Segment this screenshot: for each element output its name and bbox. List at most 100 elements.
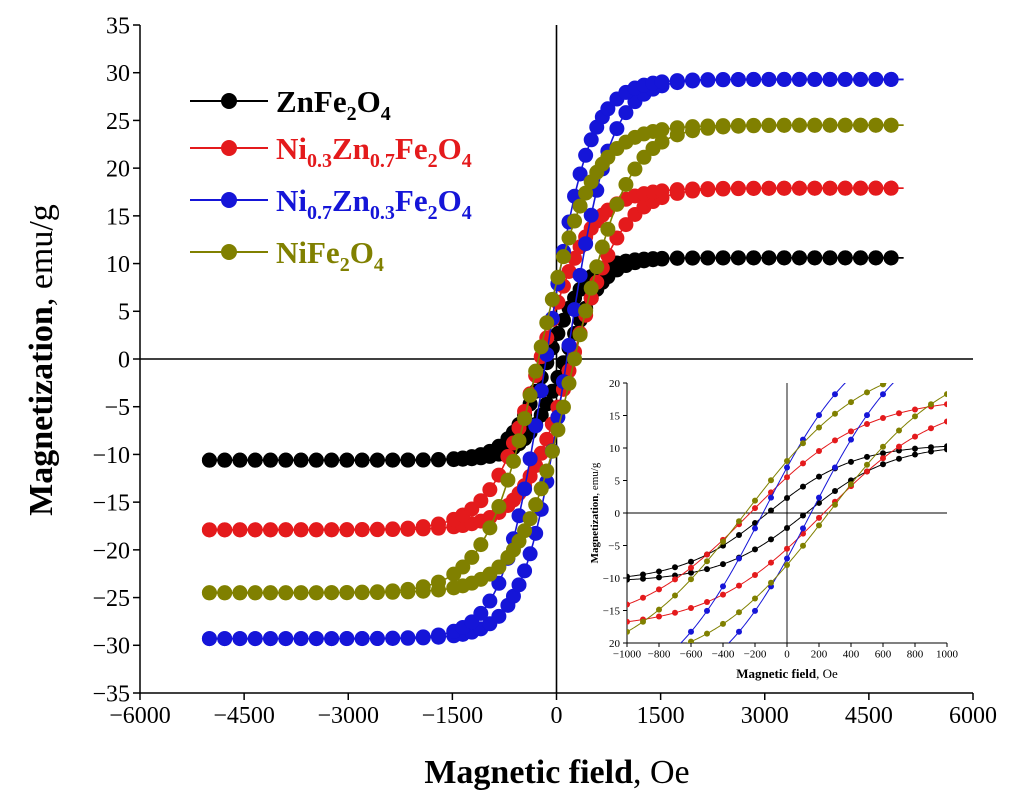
main-point-ni03zn07fe2o4 xyxy=(482,482,497,497)
inset-point-ni03zn07fe2o4 xyxy=(864,469,870,475)
inset-y-tick-label: −15 xyxy=(603,605,621,617)
main-point-ni03zn07fe2o4 xyxy=(294,522,309,537)
main-point-nife2o4 xyxy=(528,497,543,512)
inset-x-tick-label: −200 xyxy=(744,648,767,660)
main-point-nife2o4 xyxy=(202,585,217,600)
inset-plot: −1000 −800 −600 −400 −200 0 200 400 600 800 100020… xyxy=(585,328,975,697)
legend-item-nife2o4: NiFe2O4 xyxy=(190,235,384,276)
main-point-ni07zn03fe2o4 xyxy=(562,338,577,353)
inset-point-nife2o4 xyxy=(640,619,646,625)
main-point-ni07zn03fe2o4 xyxy=(609,121,624,136)
main-point-ni07zn03fe2o4 xyxy=(512,577,527,592)
inset-point-nife2o4 xyxy=(864,462,870,468)
main-point-znfe2o4 xyxy=(294,453,309,468)
main-point-nife2o4 xyxy=(248,585,263,600)
main-point-ni03zn07fe2o4 xyxy=(731,181,746,196)
main-point-ni07zn03fe2o4 xyxy=(731,72,746,87)
main-point-ni03zn07fe2o4 xyxy=(324,522,339,537)
main-point-ni07zn03fe2o4 xyxy=(400,630,415,645)
inset-y-tick-label: −5 xyxy=(608,540,620,552)
inset-point-ni03zn07fe2o4 xyxy=(880,455,886,461)
main-point-ni03zn07fe2o4 xyxy=(807,181,822,196)
main-point-nife2o4 xyxy=(556,249,571,264)
legend-label-nife2o4: NiFe2O4 xyxy=(276,235,384,276)
main-point-ni07zn03fe2o4 xyxy=(309,631,324,646)
inset-x-tick-label: −600 xyxy=(680,648,703,660)
main-y-tick-label: −10 xyxy=(92,443,130,469)
main-x-tick-label: −1500 xyxy=(422,703,484,729)
main-point-nife2o4 xyxy=(263,585,278,600)
main-point-nife2o4 xyxy=(562,230,577,245)
main-point-ni07zn03fe2o4 xyxy=(685,72,700,87)
main-point-nife2o4 xyxy=(512,433,527,448)
hysteresis-figure: −6000 −4500 −3000 −1500 0 1500 3000 4500 6000−35… xyxy=(0,0,1021,800)
inset-point-znfe2o4 xyxy=(752,546,758,552)
inset-point-nife2o4 xyxy=(672,592,678,598)
inset-point-znfe2o4 xyxy=(912,446,918,452)
y-axis-title: Magnetization, emu/g xyxy=(23,204,60,516)
main-point-ni03zn07fe2o4 xyxy=(309,522,324,537)
main-point-nife2o4 xyxy=(545,292,560,307)
inset-point-znfe2o4 xyxy=(800,484,806,490)
inset-point-ni07zn03fe2o4 xyxy=(944,342,950,348)
main-point-ni07zn03fe2o4 xyxy=(232,631,247,646)
inset-point-ni03zn07fe2o4 xyxy=(928,425,934,431)
main-point-ni03zn07fe2o4 xyxy=(670,182,685,197)
inset-point-ni03zn07fe2o4 xyxy=(912,406,918,412)
inset-point-ni07zn03fe2o4 xyxy=(928,350,934,356)
main-point-nife2o4 xyxy=(491,499,506,514)
main-point-ni03zn07fe2o4 xyxy=(853,181,868,196)
main-point-nife2o4 xyxy=(884,118,899,133)
main-point-ni07zn03fe2o4 xyxy=(868,72,883,87)
legend-label-ni07zn03fe2o4: Ni0.7Zn0.3Fe2O4 xyxy=(276,183,472,224)
main-point-nife2o4 xyxy=(550,270,565,285)
main-point-nife2o4 xyxy=(309,585,324,600)
main-point-nife2o4 xyxy=(589,259,604,274)
inset-point-ni07zn03fe2o4 xyxy=(704,608,710,614)
main-point-znfe2o4 xyxy=(823,250,838,265)
main-point-nife2o4 xyxy=(562,376,577,391)
main-point-ni07zn03fe2o4 xyxy=(578,148,593,163)
inset-point-nife2o4 xyxy=(816,522,822,528)
inset-point-nife2o4 xyxy=(880,444,886,450)
inset-point-nife2o4 xyxy=(768,580,774,586)
main-point-nife2o4 xyxy=(556,400,571,415)
inset-point-znfe2o4 xyxy=(912,452,918,458)
inset-point-ni07zn03fe2o4 xyxy=(912,336,918,342)
main-point-nife2o4 xyxy=(545,444,560,459)
main-point-nife2o4 xyxy=(838,118,853,133)
inset-point-znfe2o4 xyxy=(768,536,774,542)
main-point-ni03zn07fe2o4 xyxy=(884,181,899,196)
inset-point-nife2o4 xyxy=(752,595,758,601)
main-point-nife2o4 xyxy=(792,118,807,133)
main-point-znfe2o4 xyxy=(685,250,700,265)
inset-point-ni07zn03fe2o4 xyxy=(816,412,822,418)
inset-point-ni03zn07fe2o4 xyxy=(784,474,790,480)
legend-label-znfe2o4: ZnFe2O4 xyxy=(276,84,391,125)
inset-point-nife2o4 xyxy=(896,428,902,434)
main-point-ni07zn03fe2o4 xyxy=(339,631,354,646)
inset-point-znfe2o4 xyxy=(800,513,806,519)
main-y-tick-label: 35 xyxy=(106,13,130,39)
inset-x-tick-label: 0 xyxy=(784,648,790,660)
inset-point-nife2o4 xyxy=(736,609,742,615)
main-point-ni07zn03fe2o4 xyxy=(523,451,538,466)
main-point-nife2o4 xyxy=(473,537,488,552)
main-point-nife2o4 xyxy=(670,120,685,135)
main-point-nife2o4 xyxy=(324,585,339,600)
inset-point-nife2o4 xyxy=(784,458,790,464)
inset-point-ni03zn07fe2o4 xyxy=(656,586,662,592)
legend-marker-ni03zn07fe2o4 xyxy=(221,140,237,156)
inset-point-ni07zn03fe2o4 xyxy=(736,629,742,635)
inset-y-tick-label: 10 xyxy=(609,443,621,455)
inset-point-znfe2o4 xyxy=(704,566,710,572)
main-point-ni03zn07fe2o4 xyxy=(232,522,247,537)
inset-x-tick-label: −400 xyxy=(712,648,735,660)
main-point-znfe2o4 xyxy=(853,250,868,265)
main-x-tick-label: 3000 xyxy=(741,703,789,729)
main-point-nife2o4 xyxy=(655,122,670,137)
main-x-tick-label: 1500 xyxy=(637,703,685,729)
legend-item-ni07zn03fe2o4: Ni0.7Zn0.3Fe2O4 xyxy=(190,183,472,224)
inset-point-ni07zn03fe2o4 xyxy=(928,332,934,338)
main-point-ni07zn03fe2o4 xyxy=(700,72,715,87)
